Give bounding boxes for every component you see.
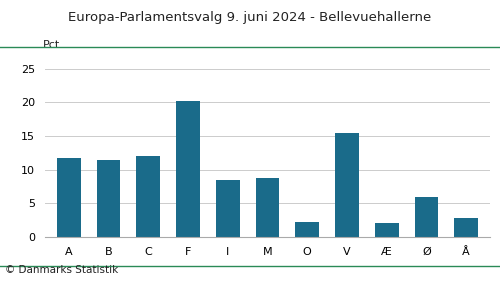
Text: Europa-Parlamentsvalg 9. juni 2024 - Bellevuehallerne: Europa-Parlamentsvalg 9. juni 2024 - Bel… [68, 11, 432, 24]
Bar [136, 156, 160, 237]
Bar [335, 133, 359, 237]
Bar [176, 101, 200, 237]
Bar [96, 160, 120, 237]
Bar [375, 223, 398, 237]
Bar [296, 222, 319, 237]
Bar [216, 180, 240, 237]
Bar [57, 158, 81, 237]
Bar [454, 218, 478, 237]
Text: © Danmarks Statistik: © Danmarks Statistik [5, 265, 118, 275]
Text: Pct.: Pct. [43, 40, 64, 50]
Bar [414, 197, 438, 237]
Bar [256, 178, 280, 237]
